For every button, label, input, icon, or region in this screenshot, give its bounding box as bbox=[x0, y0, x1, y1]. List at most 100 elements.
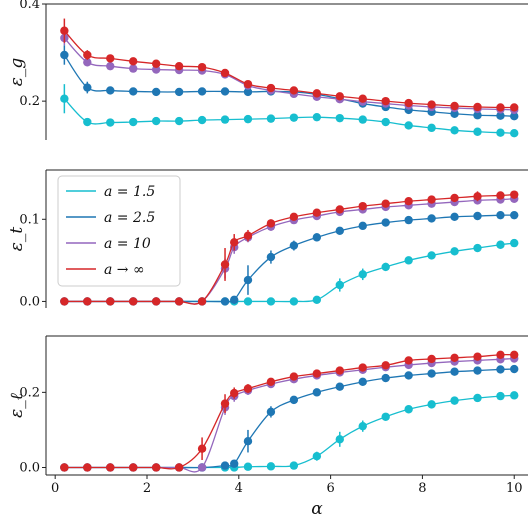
data-point bbox=[151, 59, 161, 68]
data-point bbox=[312, 369, 322, 378]
data-point bbox=[83, 463, 92, 472]
data-point bbox=[473, 352, 482, 361]
series-line bbox=[64, 193, 515, 305]
panel-2: 0.0 0.1ε_t bbox=[7, 169, 528, 309]
data-point bbox=[312, 388, 322, 397]
data-point bbox=[83, 83, 92, 92]
data-point bbox=[510, 364, 519, 374]
data-point bbox=[60, 26, 69, 35]
data-point bbox=[427, 251, 436, 260]
data-point bbox=[510, 210, 519, 220]
data-point bbox=[427, 100, 436, 109]
data-point bbox=[510, 238, 519, 248]
data-point bbox=[266, 114, 276, 123]
data-point bbox=[220, 68, 230, 78]
data-point bbox=[358, 115, 367, 124]
data-point bbox=[496, 365, 505, 374]
data-point bbox=[473, 243, 482, 253]
data-point bbox=[243, 79, 253, 89]
data-point bbox=[496, 103, 505, 112]
data-point bbox=[197, 62, 207, 72]
data-point bbox=[129, 57, 138, 66]
data-point bbox=[381, 262, 390, 272]
data-point bbox=[496, 111, 505, 120]
data-point bbox=[129, 117, 138, 127]
y-tick-label: 0.0 bbox=[19, 294, 40, 309]
data-point bbox=[220, 297, 230, 306]
series-1 bbox=[60, 391, 519, 472]
data-point bbox=[510, 112, 519, 121]
y-tick-label: 0.2 bbox=[19, 94, 40, 109]
data-point bbox=[473, 102, 482, 112]
data-point bbox=[230, 238, 239, 247]
data-point bbox=[335, 92, 344, 101]
data-point bbox=[151, 463, 161, 472]
data-point bbox=[289, 113, 299, 122]
data-point bbox=[230, 388, 239, 398]
x-tick-label: 10 bbox=[506, 481, 523, 496]
series-line bbox=[63, 98, 515, 134]
y-tick-label: 0.0 bbox=[19, 460, 40, 475]
data-point bbox=[427, 400, 436, 409]
data-point bbox=[60, 94, 69, 103]
data-point bbox=[83, 50, 92, 60]
data-point bbox=[174, 61, 184, 71]
data-point bbox=[106, 86, 115, 95]
legend-entry: a → ∞ bbox=[104, 262, 145, 278]
data-point bbox=[266, 219, 276, 228]
y-axis-label: ε_t bbox=[7, 227, 27, 252]
series-line bbox=[64, 368, 515, 469]
legend: a = 1.5 a = 2.5 a = 10 a → ∞ bbox=[57, 175, 181, 287]
series-2 bbox=[60, 364, 519, 472]
data-point bbox=[129, 64, 138, 73]
data-point bbox=[243, 436, 253, 446]
data-point bbox=[510, 129, 519, 138]
data-point bbox=[473, 393, 482, 403]
data-point bbox=[450, 101, 459, 111]
data-point bbox=[106, 297, 115, 306]
data-point bbox=[404, 98, 413, 108]
data-point bbox=[358, 94, 367, 103]
data-point bbox=[197, 87, 207, 96]
data-point bbox=[381, 199, 390, 208]
data-point bbox=[450, 353, 459, 362]
series-3 bbox=[60, 30, 519, 115]
data-point bbox=[427, 123, 436, 133]
data-point bbox=[427, 354, 436, 364]
x-tick-label: 0 bbox=[51, 481, 59, 496]
data-point bbox=[450, 126, 459, 135]
data-point bbox=[197, 115, 207, 125]
data-point bbox=[427, 195, 436, 204]
data-point bbox=[151, 65, 161, 74]
data-point bbox=[450, 109, 459, 118]
data-point bbox=[197, 444, 207, 453]
legend-entry: a = 10 bbox=[104, 236, 151, 252]
data-point bbox=[243, 114, 253, 124]
data-point bbox=[83, 58, 92, 67]
series-1 bbox=[60, 84, 519, 138]
data-point bbox=[335, 382, 344, 391]
data-point bbox=[83, 117, 92, 127]
data-point bbox=[151, 297, 161, 306]
data-point bbox=[243, 87, 253, 97]
data-point bbox=[243, 462, 253, 471]
data-point bbox=[473, 192, 482, 201]
data-point bbox=[450, 193, 459, 203]
data-point bbox=[404, 215, 413, 225]
legend-entry: a = 2.5 bbox=[104, 210, 155, 226]
data-point bbox=[289, 372, 299, 381]
data-point bbox=[174, 297, 184, 306]
data-point bbox=[106, 463, 115, 472]
data-point bbox=[450, 212, 459, 222]
data-point bbox=[358, 377, 367, 387]
data-point bbox=[335, 205, 344, 214]
data-point bbox=[496, 210, 505, 220]
data-point bbox=[450, 247, 459, 256]
data-point bbox=[197, 463, 207, 472]
y-tick-label: 0.1 bbox=[19, 212, 40, 227]
data-point bbox=[404, 121, 413, 130]
x-tick-label: 8 bbox=[418, 481, 426, 496]
legend-entry: a = 1.5 bbox=[104, 184, 155, 200]
data-point bbox=[174, 463, 184, 472]
